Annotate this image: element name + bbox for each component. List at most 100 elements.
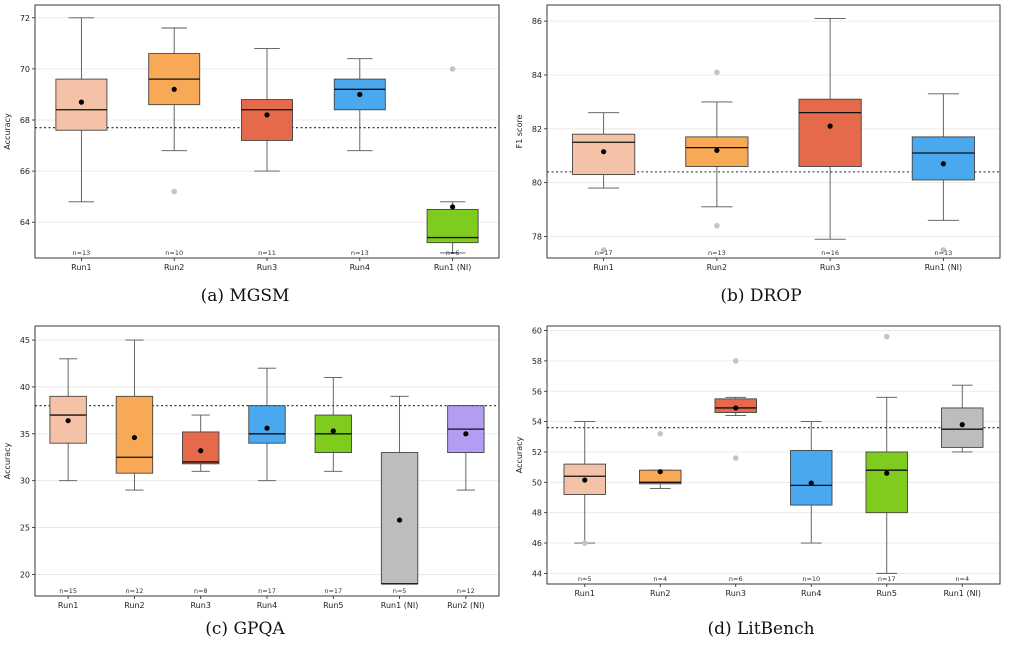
n-label: n=15 [59, 587, 77, 595]
mean-marker [264, 425, 270, 431]
y-tick-label: 84 [532, 71, 542, 80]
y-tick-label: 35 [20, 430, 30, 439]
y-tick-label: 44 [532, 569, 542, 578]
x-tick-label: Run1 [593, 263, 613, 272]
y-axis-label: F1 score [515, 115, 524, 149]
y-axis-label: Accuracy [3, 442, 12, 479]
y-tick-label: 64 [20, 218, 30, 227]
box-group-run3: n=8 Run3 [182, 414, 220, 610]
panel-gpqa: 20 25 30 35 40 45 n=15 Run1 n=12 Run2 n=8 Run3 n=17 R… [3, 325, 500, 610]
y-tick-label: 50 [532, 478, 542, 487]
caption-mgsm: (a) MGSM [201, 286, 290, 306]
box-group-run3: n=16 Run3 [798, 18, 862, 272]
mean-marker [131, 434, 138, 441]
x-tick-label: Run3 [726, 589, 746, 598]
panel-drop: 78 80 82 84 86 n=17 Run1 n=13 Run2 n=16 Run3 n=13 Ru… [515, 4, 1001, 272]
n-label: n=10 [802, 575, 820, 583]
plot-frame [546, 4, 1001, 259]
x-tick-label: Run2 (NI) [447, 601, 485, 610]
y-tick-label: 52 [532, 448, 542, 457]
mean-marker [733, 405, 739, 411]
caption-gpqa: (c) GPQA [205, 619, 285, 639]
x-tick-label: Run2 [164, 263, 184, 272]
mean-marker [940, 161, 946, 167]
x-tick-label: Run5 [323, 601, 343, 610]
x-tick-label: Run3 [820, 263, 840, 272]
box [333, 78, 386, 111]
box-group-run1-ni-: n=5 Run1 (NI) [381, 395, 419, 610]
box-group-run2: n=12 Run2 [115, 339, 154, 610]
mean-marker [601, 149, 607, 155]
x-tick-label: Run1 (NI) [381, 601, 419, 610]
n-label: n=5 [393, 587, 407, 595]
mean-marker [463, 431, 469, 437]
n-label: n=4 [955, 575, 969, 583]
box-group-run4: n=13 Run4 [333, 58, 386, 272]
outlier-point [657, 430, 664, 437]
n-label: n=12 [457, 587, 475, 595]
outlier-point [732, 358, 739, 364]
n-label: n=8 [194, 587, 208, 595]
y-tick-label: 46 [532, 539, 542, 548]
y-tick-label: 78 [532, 232, 542, 241]
y-tick-label: 54 [532, 418, 542, 427]
box-group-run3: n=6 Run3 [714, 358, 757, 598]
x-tick-label: Run1 (NI) [925, 263, 963, 272]
panel-mgsm: 64 66 68 70 72 n=13 Run1 n=10 Run2 n=11 Run3 n=13 Ru… [3, 4, 500, 272]
n-label: n=17 [878, 575, 896, 583]
x-tick-label: Run4 [350, 263, 370, 272]
mean-marker [65, 418, 71, 424]
y-tick-label: 48 [532, 509, 542, 518]
n-label: n=12 [126, 587, 144, 595]
outlier-point [940, 247, 947, 253]
n-label: n=17 [324, 587, 342, 595]
n-label: n=13 [72, 249, 90, 257]
panel-litbench: 444648505254565860n=5Run1n=4Run2n=6Run3n… [515, 325, 1001, 598]
mean-marker [582, 477, 588, 483]
plot-frame [34, 4, 500, 259]
x-tick-label: Run3 [190, 601, 210, 610]
y-tick-label: 30 [20, 477, 30, 486]
box-group-run3: n=11 Run3 [241, 47, 293, 272]
y-tick-label: 70 [20, 65, 30, 74]
x-tick-label: Run2 [707, 263, 727, 272]
box-group-run2: n=13 Run2 [685, 69, 749, 272]
box-group-run5: n=17 Run5 [314, 377, 352, 610]
box [790, 449, 833, 506]
outlier-point [883, 333, 890, 340]
plot-frame [546, 325, 1001, 585]
n-label: n=5 [578, 575, 592, 583]
box [911, 136, 975, 181]
x-tick-label: Run1 [58, 601, 78, 610]
box-group-run4: n=17 Run4 [248, 367, 286, 610]
plot-frame [34, 325, 500, 597]
x-tick-label: Run3 [257, 263, 277, 272]
box-group-run2: n=10 Run2 [148, 27, 201, 272]
n-label: n=13 [934, 249, 952, 257]
y-tick-label: 80 [532, 179, 542, 188]
mean-marker [396, 517, 403, 523]
n-label: n=4 [653, 575, 667, 583]
y-tick-label: 68 [20, 116, 30, 125]
y-tick-label: 82 [532, 125, 542, 134]
y-tick-label: 20 [20, 570, 30, 579]
box [115, 395, 154, 474]
mean-marker [450, 204, 456, 210]
box [572, 133, 636, 176]
outlier-point [171, 188, 177, 195]
mean-marker [330, 428, 336, 434]
y-tick-label: 25 [20, 524, 30, 533]
outlier-point [449, 66, 456, 72]
outlier-point [581, 540, 588, 546]
y-tick-label: 60 [532, 327, 542, 336]
box [798, 98, 862, 167]
y-axis-label: Accuracy [515, 436, 524, 473]
box [865, 451, 908, 514]
n-label: n=6 [729, 575, 743, 583]
outlier-point [600, 247, 607, 253]
mean-marker [827, 123, 833, 129]
caption-litbench: (d) LitBench [707, 619, 814, 639]
n-label: n=10 [165, 249, 183, 257]
n-label: n=6 [446, 249, 460, 257]
